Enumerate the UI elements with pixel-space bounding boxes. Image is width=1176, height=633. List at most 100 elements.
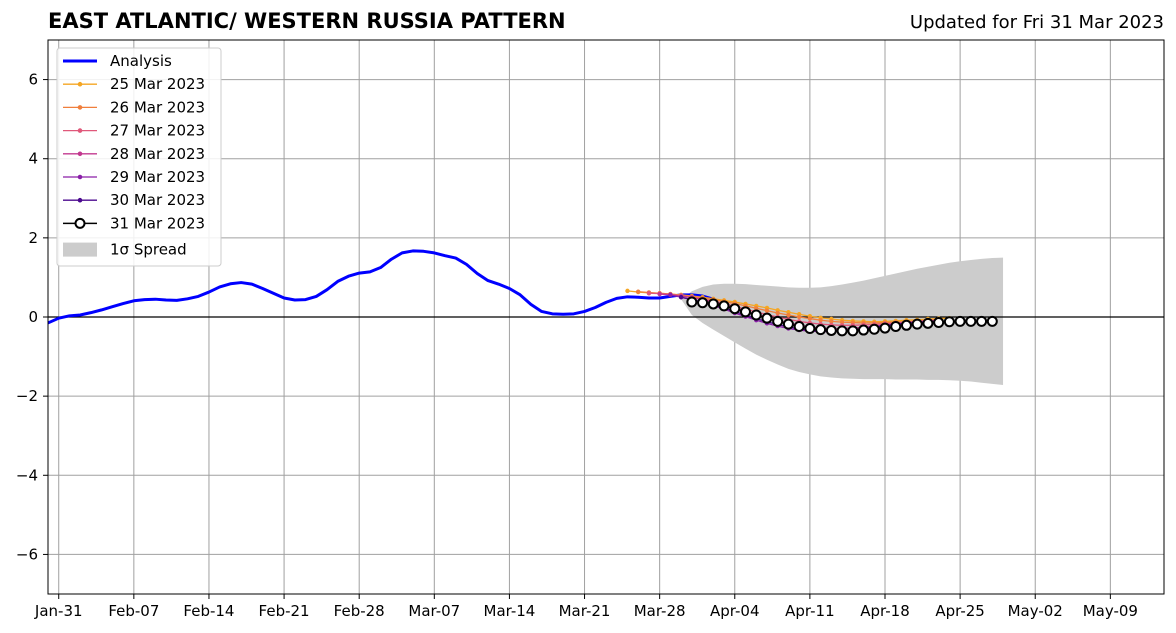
forecast-point xyxy=(986,315,998,327)
x-tick-label: Apr-11 xyxy=(785,602,835,620)
forecast-point xyxy=(829,319,834,324)
x-tick-label: Feb-07 xyxy=(108,602,159,620)
forecast-point xyxy=(761,312,773,324)
y-tick-label: −2 xyxy=(16,387,38,405)
legend-label: Analysis xyxy=(110,52,172,70)
legend-swatch-marker xyxy=(77,174,83,180)
y-tick-label: −6 xyxy=(16,545,38,563)
chart-title: EAST ATLANTIC/ WESTERN RUSSIA PATTERN xyxy=(48,9,566,33)
forecast-point xyxy=(646,291,652,296)
forecast-point xyxy=(718,300,730,312)
forecast-point xyxy=(804,322,816,334)
legend-label: 27 Mar 2023 xyxy=(110,122,205,140)
forecast-point xyxy=(707,298,719,310)
legend-item: 29 Mar 2023 xyxy=(63,168,205,186)
forecast-point xyxy=(868,323,880,335)
x-tick-label: Mar-28 xyxy=(634,602,686,620)
legend-box xyxy=(56,47,222,267)
forecast-point xyxy=(900,319,912,331)
x-tick-label: Feb-21 xyxy=(259,602,310,620)
forecast-point xyxy=(793,320,805,332)
forecast-point xyxy=(775,310,780,316)
chart-subtitle: Updated for Fri 31 Mar 2023 xyxy=(909,12,1164,33)
y-tick-label: −4 xyxy=(16,466,38,484)
x-tick-label: Feb-14 xyxy=(183,602,234,620)
x-tick-label: Mar-21 xyxy=(559,602,611,620)
legend-swatch-marker xyxy=(77,81,83,87)
legend-item: 25 Mar 2023 xyxy=(63,75,205,93)
forecast-point xyxy=(954,315,966,327)
forecast-point xyxy=(750,309,762,321)
legend-item: 26 Mar 2023 xyxy=(63,98,205,116)
x-tick-label: Apr-25 xyxy=(935,602,985,620)
forecast-point xyxy=(729,303,741,315)
forecast-point xyxy=(943,316,955,328)
x-axis: Jan-31 Feb-07 Feb-14 Feb-21 Feb-28 Mar-07 Mar-… xyxy=(34,594,1138,620)
legend-label: 29 Mar 2023 xyxy=(110,168,205,186)
analysis-line xyxy=(47,249,714,325)
legend-item: 28 Mar 2023 xyxy=(63,145,205,163)
legend-label: 25 Mar 2023 xyxy=(110,75,205,93)
analysis-layer xyxy=(47,249,714,325)
forecast-point xyxy=(965,315,977,327)
legend-swatch-marker xyxy=(74,217,86,229)
forecast-point xyxy=(635,289,641,294)
forecast-point xyxy=(786,312,791,318)
forecast-point xyxy=(890,320,902,332)
forecast-point xyxy=(836,325,848,337)
forecast-point xyxy=(825,324,837,336)
y-tick-label: 2 xyxy=(28,229,38,247)
legend-item: 1σ Spread xyxy=(63,241,187,259)
forecast-point xyxy=(686,296,698,308)
forecast-point xyxy=(922,317,934,329)
y-tick-label: 6 xyxy=(28,71,38,89)
forecast-point xyxy=(933,317,945,329)
y-tick-label: 4 xyxy=(28,150,38,168)
forecast-point xyxy=(678,295,684,300)
legend-item: Analysis xyxy=(63,52,172,70)
forecast-point xyxy=(782,318,794,330)
x-tick-label: Feb-28 xyxy=(334,602,385,620)
x-tick-label: Jan-31 xyxy=(34,602,83,620)
forecast-point xyxy=(772,315,784,327)
forecast-point xyxy=(858,324,870,336)
legend-swatch-marker xyxy=(77,151,83,157)
legend-swatch-patch xyxy=(63,242,97,257)
forecast-point xyxy=(764,308,770,313)
x-tick-label: May-02 xyxy=(1008,602,1063,620)
x-tick-label: May-09 xyxy=(1083,602,1138,620)
forecast-point xyxy=(625,288,630,294)
forecast-point xyxy=(796,314,802,320)
legend-label: 30 Mar 2023 xyxy=(110,191,205,209)
legend-swatch-marker xyxy=(77,197,83,203)
legend-swatch-marker xyxy=(77,105,83,110)
legend-label: 1σ Spread xyxy=(110,241,187,259)
legend-item: 27 Mar 2023 xyxy=(63,122,205,140)
forecast-point xyxy=(879,322,891,334)
forecast-series xyxy=(686,296,998,337)
legend-label: 26 Mar 2023 xyxy=(110,98,205,116)
forecast-layer xyxy=(625,288,998,337)
forecast-point xyxy=(668,292,673,298)
x-tick-label: Apr-04 xyxy=(710,602,760,620)
forecast-point xyxy=(807,316,813,321)
x-tick-label: Mar-07 xyxy=(408,602,460,620)
legend-swatch-marker xyxy=(77,128,83,133)
legend: Analysis 25 Mar 2023 26 Mar 2023 27 Mar 202… xyxy=(56,47,222,267)
legend-item: 30 Mar 2023 xyxy=(63,191,205,209)
legend-label: 31 Mar 2023 xyxy=(110,214,205,232)
x-tick-label: Mar-14 xyxy=(484,602,536,620)
forecast-point xyxy=(815,324,827,336)
forecast-point xyxy=(976,315,988,327)
legend-item: 31 Mar 2023 xyxy=(63,214,205,232)
forecast-point xyxy=(657,291,662,297)
forecast-point xyxy=(818,317,823,323)
y-axis: −6 −4 −2 0 2 4 6 xyxy=(16,71,48,563)
forecast-point xyxy=(847,325,859,337)
forecast-point xyxy=(697,297,709,309)
legend-label: 28 Mar 2023 xyxy=(110,145,205,163)
forecast-point xyxy=(911,318,923,330)
forecast-point xyxy=(740,306,751,318)
y-tick-label: 0 xyxy=(28,308,38,326)
